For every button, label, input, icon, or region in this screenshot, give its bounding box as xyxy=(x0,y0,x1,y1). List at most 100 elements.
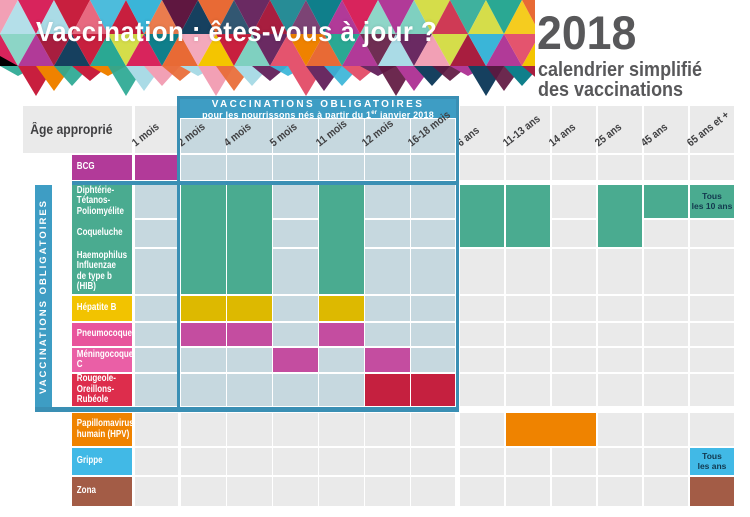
grid-cell xyxy=(227,477,272,506)
row-label-text: Haemophilus Influenzae de type b (HIB) xyxy=(76,249,128,292)
grid-cell xyxy=(365,323,410,346)
grid-cell xyxy=(644,348,688,372)
mosaic-triangle xyxy=(36,0,72,34)
mosaic-triangle xyxy=(432,34,468,66)
grid-cell xyxy=(690,323,734,346)
grid-cell xyxy=(644,249,688,294)
dose-cell-dtp-6a xyxy=(460,185,504,247)
mosaic-triangle xyxy=(72,0,108,34)
grid-cell xyxy=(506,155,550,180)
grid-cell xyxy=(644,477,688,506)
mosaic-triangle xyxy=(252,0,288,34)
grid-cell xyxy=(506,448,550,475)
header-cell xyxy=(690,106,734,153)
dose-cell-meningo-12m xyxy=(365,348,410,372)
row-label-text: Papillomavirus humain (HPV) xyxy=(76,418,134,440)
grid-cell xyxy=(365,249,410,294)
subtitle-line1: calendrier simplifié xyxy=(538,59,703,81)
dose-cell-dtp-11m xyxy=(319,185,364,294)
mosaic-triangle xyxy=(90,34,126,66)
dose-cell-pneumo-4m xyxy=(227,323,272,346)
grid-cell xyxy=(227,374,272,406)
grid-cell xyxy=(411,413,455,446)
grid-cell xyxy=(644,155,688,180)
mosaic-triangle xyxy=(360,34,396,66)
mosaic-triangle xyxy=(270,34,306,66)
mosaic-triangle xyxy=(414,0,450,34)
header-cell xyxy=(506,106,550,153)
grid-cell xyxy=(690,348,734,372)
grid-cell xyxy=(411,323,455,346)
dose-cell-dtp-45a xyxy=(644,185,688,218)
grid-cell xyxy=(552,220,596,247)
grid-cell xyxy=(506,296,550,321)
grid-cell xyxy=(644,323,688,346)
grid-cell xyxy=(644,374,688,406)
dose-cell-dtp-11-13a xyxy=(506,185,550,247)
dose-cell-pneumo-11m xyxy=(319,323,364,346)
grid-cell xyxy=(365,296,410,321)
dose-cell-zona-65a xyxy=(690,477,734,506)
row-label-hpv: Papillomavirus humain (HPV) xyxy=(72,413,134,446)
row-label-zona: Zona xyxy=(72,477,132,506)
grid-cell xyxy=(319,477,364,506)
grid-cell xyxy=(319,448,364,475)
mosaic-triangle xyxy=(288,34,324,66)
grid-cell xyxy=(227,448,272,475)
grid-cell xyxy=(552,185,596,218)
mosaic-triangle xyxy=(126,0,162,34)
grid-cell xyxy=(365,413,410,446)
grid-cell xyxy=(644,296,688,321)
mandatory-vaccinations-banner: VACCINATIONS OBLIGATOIRES pour les nourr… xyxy=(177,96,459,120)
mosaic-triangle xyxy=(162,34,198,66)
mandatory-banner-title: VACCINATIONS OBLIGATOIRES xyxy=(211,99,425,110)
mosaic-triangle xyxy=(288,0,324,34)
dose-cell-dtp-2m xyxy=(181,185,226,294)
dose-cell-bcg-1m xyxy=(135,155,178,180)
grid-cell xyxy=(598,348,642,372)
grid-cell xyxy=(552,348,596,372)
mosaic-triangle xyxy=(504,66,535,86)
mosaic-triangle xyxy=(486,0,522,34)
row-label-hib: Haemophilus Influenzae de type b (HIB) xyxy=(72,249,132,294)
grid-cell xyxy=(598,477,642,506)
mosaic-triangle xyxy=(18,0,54,34)
mosaic-triangle xyxy=(450,34,486,66)
grid-cell xyxy=(135,220,178,247)
grid-cell xyxy=(506,249,550,294)
grid-cell xyxy=(181,448,226,475)
row-label-dtp: Diphtérie-Tétanos- Poliomyélite xyxy=(72,185,132,218)
row-label-hepb: Hépatite B xyxy=(72,296,132,321)
grid-cell xyxy=(273,323,318,346)
grid-cell xyxy=(598,249,642,294)
grid-cell xyxy=(135,413,178,446)
row-label-text: Grippe xyxy=(76,455,103,467)
grid-cell xyxy=(411,220,455,247)
grid-cell xyxy=(411,348,455,372)
grid-cell xyxy=(135,323,178,346)
grid-cell xyxy=(135,374,178,406)
header-cell xyxy=(644,106,688,153)
grid-cell xyxy=(460,323,504,346)
grid-cell xyxy=(365,220,410,247)
mosaic-triangle xyxy=(396,34,432,66)
grid-cell xyxy=(411,185,455,218)
mosaic-triangle xyxy=(72,34,108,66)
mosaic-triangle xyxy=(162,0,198,34)
mosaic-triangle xyxy=(450,0,486,34)
grid-cell xyxy=(460,374,504,406)
row-label-text: Rougeole-Oreillons- Rubéole xyxy=(76,373,116,406)
mosaic-triangle xyxy=(198,0,234,34)
mosaic-triangle xyxy=(0,0,36,34)
grid-cell xyxy=(690,155,734,180)
box-top-extension-line xyxy=(72,181,459,185)
year-label: 2018 xyxy=(537,6,637,59)
grid-cell xyxy=(181,155,226,180)
grid-cell xyxy=(411,448,455,475)
grid-cell xyxy=(135,348,178,372)
grid-cell xyxy=(552,155,596,180)
row-label-pneumo: Pneumocoque xyxy=(72,323,132,346)
grid-cell xyxy=(690,296,734,321)
mosaic-triangle xyxy=(468,34,504,66)
grid-cell xyxy=(273,220,318,247)
